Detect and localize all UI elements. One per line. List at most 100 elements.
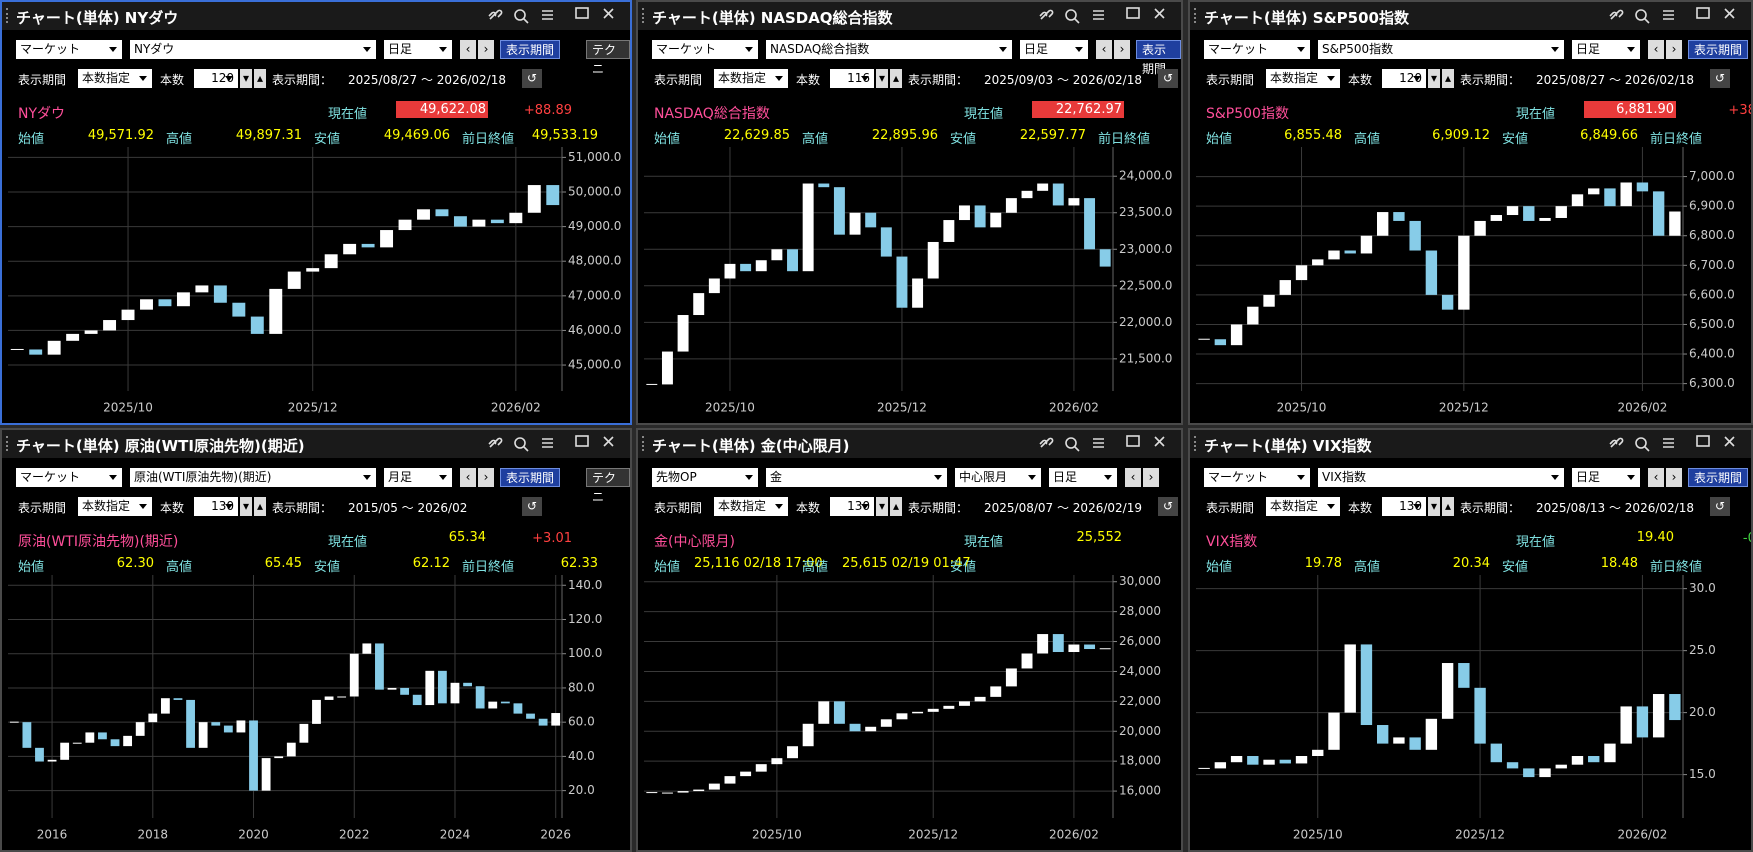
dropdown[interactable]: マーケット: [1204, 468, 1310, 487]
dropdown[interactable]: マーケット: [1204, 40, 1310, 59]
spin[interactable]: ▴: [890, 497, 902, 516]
dropdown[interactable]: 原油(WTI原油先物)(期近): [130, 468, 376, 487]
count-input[interactable]: 116: [830, 69, 874, 88]
toolbar-button[interactable]: 表示期間: [1688, 40, 1749, 59]
dropdown[interactable]: 先物OP: [652, 468, 758, 487]
dropdown[interactable]: 本数指定: [714, 69, 788, 88]
dropdown[interactable]: 金: [766, 468, 947, 487]
spin[interactable]: ▴: [1442, 497, 1454, 516]
window-title: チャート(単体) 金(中心限月): [652, 437, 850, 455]
candle: [148, 713, 158, 723]
count-input[interactable]: 130: [194, 497, 238, 516]
next-button[interactable]: ›: [478, 468, 494, 487]
dropdown[interactable]: 本数指定: [78, 69, 152, 88]
toolbar-button[interactable]: 表示期間: [1136, 40, 1181, 76]
next-button[interactable]: ›: [1143, 468, 1159, 487]
candle: [1458, 235, 1470, 310]
candle: [513, 703, 523, 714]
y-tick-label: 6,800.0: [1689, 228, 1735, 242]
refresh-button[interactable]: ↺: [1710, 497, 1730, 516]
next-button[interactable]: ›: [478, 40, 494, 59]
dropdown[interactable]: 日足: [1572, 40, 1640, 59]
prev-button[interactable]: ‹: [1648, 40, 1664, 59]
toolbar-button[interactable]: 表示期間: [1688, 468, 1749, 487]
refresh-button[interactable]: ↺: [522, 69, 542, 88]
dropdown[interactable]: 本数指定: [1266, 497, 1340, 516]
dropdown[interactable]: S&P500指数: [1318, 40, 1564, 59]
change: +3.01: [532, 531, 572, 546]
window-title: チャート(単体) NYダウ: [16, 9, 179, 27]
prev-button[interactable]: ‹: [1096, 40, 1112, 59]
y-tick-label: 48,000.0: [568, 254, 621, 268]
dropdown[interactable]: 中心限月: [955, 468, 1041, 487]
candle: [380, 230, 394, 248]
field-value: 62.30: [116, 556, 154, 571]
refresh-button[interactable]: ↺: [1710, 69, 1730, 88]
dropdown[interactable]: 日足: [384, 40, 452, 59]
count-input[interactable]: 120: [194, 69, 238, 88]
prev-button[interactable]: ‹: [1648, 468, 1664, 487]
period: 2025/08/13 ～ 2026/02/18: [1536, 501, 1694, 515]
candle: [1005, 668, 1017, 687]
spin[interactable]: ▾: [1428, 69, 1440, 88]
dropdown[interactable]: 日足: [1572, 468, 1640, 487]
spin[interactable]: ▴: [254, 69, 266, 88]
toolbar-button[interactable]: 表示期間: [500, 468, 561, 487]
next-button[interactable]: ›: [1666, 468, 1682, 487]
label: 本数: [796, 73, 821, 87]
next-button[interactable]: ›: [1666, 40, 1682, 59]
refresh-button[interactable]: ↺: [522, 497, 542, 516]
dropdown[interactable]: NYダウ: [130, 40, 376, 59]
next-button[interactable]: ›: [1114, 40, 1130, 59]
y-tick-label: 6,700.0: [1689, 258, 1735, 272]
dropdown[interactable]: マーケット: [652, 40, 758, 59]
field-value: 65.45: [264, 556, 302, 571]
toolbar-button[interactable]: テクニ: [586, 468, 630, 504]
prev-button[interactable]: ‹: [460, 40, 476, 59]
candle: [880, 227, 892, 257]
candle: [661, 792, 673, 794]
prev-button[interactable]: ‹: [1125, 468, 1141, 487]
candle: [802, 723, 814, 747]
dropdown[interactable]: VIX指数: [1318, 468, 1564, 487]
spin[interactable]: ▾: [1428, 497, 1440, 516]
dropdown[interactable]: 本数指定: [714, 497, 788, 516]
icons: [486, 433, 626, 459]
count-input[interactable]: 130: [1382, 497, 1426, 516]
dropdown[interactable]: NASDAQ総合指数: [766, 40, 1012, 59]
dropdown[interactable]: 月足: [384, 468, 452, 487]
spin[interactable]: ▴: [1442, 69, 1454, 88]
candle: [387, 687, 397, 690]
dropdown[interactable]: マーケット: [16, 40, 122, 59]
dropdown[interactable]: 日足: [1049, 468, 1117, 487]
prev-button[interactable]: ‹: [460, 468, 476, 487]
toolbar-button[interactable]: テクニ: [586, 40, 630, 76]
dropdown[interactable]: 本数指定: [78, 497, 152, 516]
spin[interactable]: ▾: [240, 497, 252, 516]
dropdown[interactable]: マーケット: [16, 468, 122, 487]
count-input[interactable]: 130: [830, 497, 874, 516]
spin[interactable]: ▴: [254, 497, 266, 516]
candle: [1263, 294, 1275, 307]
candle: [158, 299, 172, 307]
count-input[interactable]: 120: [1382, 69, 1426, 88]
dropdown[interactable]: 本数指定: [1266, 69, 1340, 88]
spin[interactable]: ▾: [240, 69, 252, 88]
spin[interactable]: ▾: [876, 69, 888, 88]
spin[interactable]: ▾: [876, 497, 888, 516]
candle: [818, 183, 830, 188]
candle: [990, 212, 1002, 228]
candle: [1021, 653, 1033, 669]
grip: [6, 436, 12, 451]
field-label: 高値: [1354, 132, 1381, 147]
spin[interactable]: ▴: [890, 69, 902, 88]
dropdown[interactable]: 日足: [1020, 40, 1088, 59]
chart: 20.0 40.0 60.0 80.0 100.0 120.0 140.0 2016 2018 2…: [8, 575, 602, 842]
refresh-button[interactable]: ↺: [1158, 69, 1178, 88]
candle: [1279, 759, 1291, 764]
candle: [475, 686, 485, 709]
toolbar-button[interactable]: 表示期間: [500, 40, 561, 59]
period: 2025/08/07 ～ 2026/02/19: [984, 501, 1142, 515]
refresh-button[interactable]: ↺: [1158, 497, 1178, 516]
candle: [833, 187, 845, 235]
